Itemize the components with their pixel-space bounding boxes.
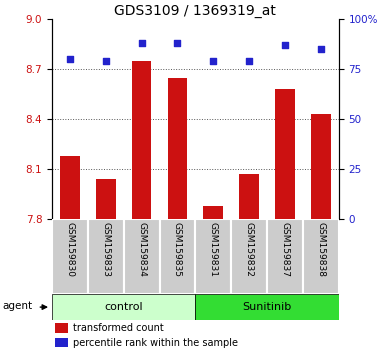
Point bbox=[246, 59, 252, 64]
Bar bbox=[159, 219, 196, 294]
Text: GSM159837: GSM159837 bbox=[281, 222, 290, 277]
Text: GSM159830: GSM159830 bbox=[65, 222, 74, 277]
Text: GSM159833: GSM159833 bbox=[101, 222, 110, 277]
Bar bbox=[52, 219, 88, 294]
Bar bbox=[231, 219, 267, 294]
Point bbox=[282, 42, 288, 48]
Bar bbox=[60, 156, 80, 219]
Point bbox=[174, 41, 181, 46]
Text: Sunitinib: Sunitinib bbox=[243, 302, 292, 312]
Point bbox=[67, 57, 73, 62]
Text: GSM159831: GSM159831 bbox=[209, 222, 218, 277]
Text: control: control bbox=[104, 302, 143, 312]
Bar bbox=[203, 206, 223, 219]
Point bbox=[318, 47, 324, 52]
Text: percentile rank within the sample: percentile rank within the sample bbox=[74, 338, 238, 348]
Point bbox=[210, 59, 216, 64]
Text: GSM159838: GSM159838 bbox=[316, 222, 325, 277]
Bar bbox=[303, 219, 339, 294]
Bar bbox=[267, 219, 303, 294]
Text: agent: agent bbox=[3, 301, 33, 311]
Text: GSM159834: GSM159834 bbox=[137, 222, 146, 276]
Text: GSM159835: GSM159835 bbox=[173, 222, 182, 277]
Bar bbox=[311, 114, 331, 219]
Bar bbox=[275, 90, 295, 219]
Point bbox=[139, 41, 145, 46]
Bar bbox=[124, 219, 159, 294]
Text: transformed count: transformed count bbox=[74, 323, 164, 333]
Bar bbox=[55, 324, 68, 333]
Point bbox=[103, 59, 109, 64]
Bar bbox=[55, 338, 68, 348]
Bar bbox=[132, 61, 151, 219]
Bar bbox=[96, 179, 115, 219]
Title: GDS3109 / 1369319_at: GDS3109 / 1369319_at bbox=[114, 5, 276, 18]
Bar bbox=[239, 175, 259, 219]
Bar bbox=[52, 294, 195, 320]
Bar bbox=[88, 219, 124, 294]
Text: GSM159832: GSM159832 bbox=[244, 222, 254, 276]
Bar bbox=[195, 219, 231, 294]
Bar bbox=[195, 294, 339, 320]
Bar bbox=[167, 78, 187, 219]
